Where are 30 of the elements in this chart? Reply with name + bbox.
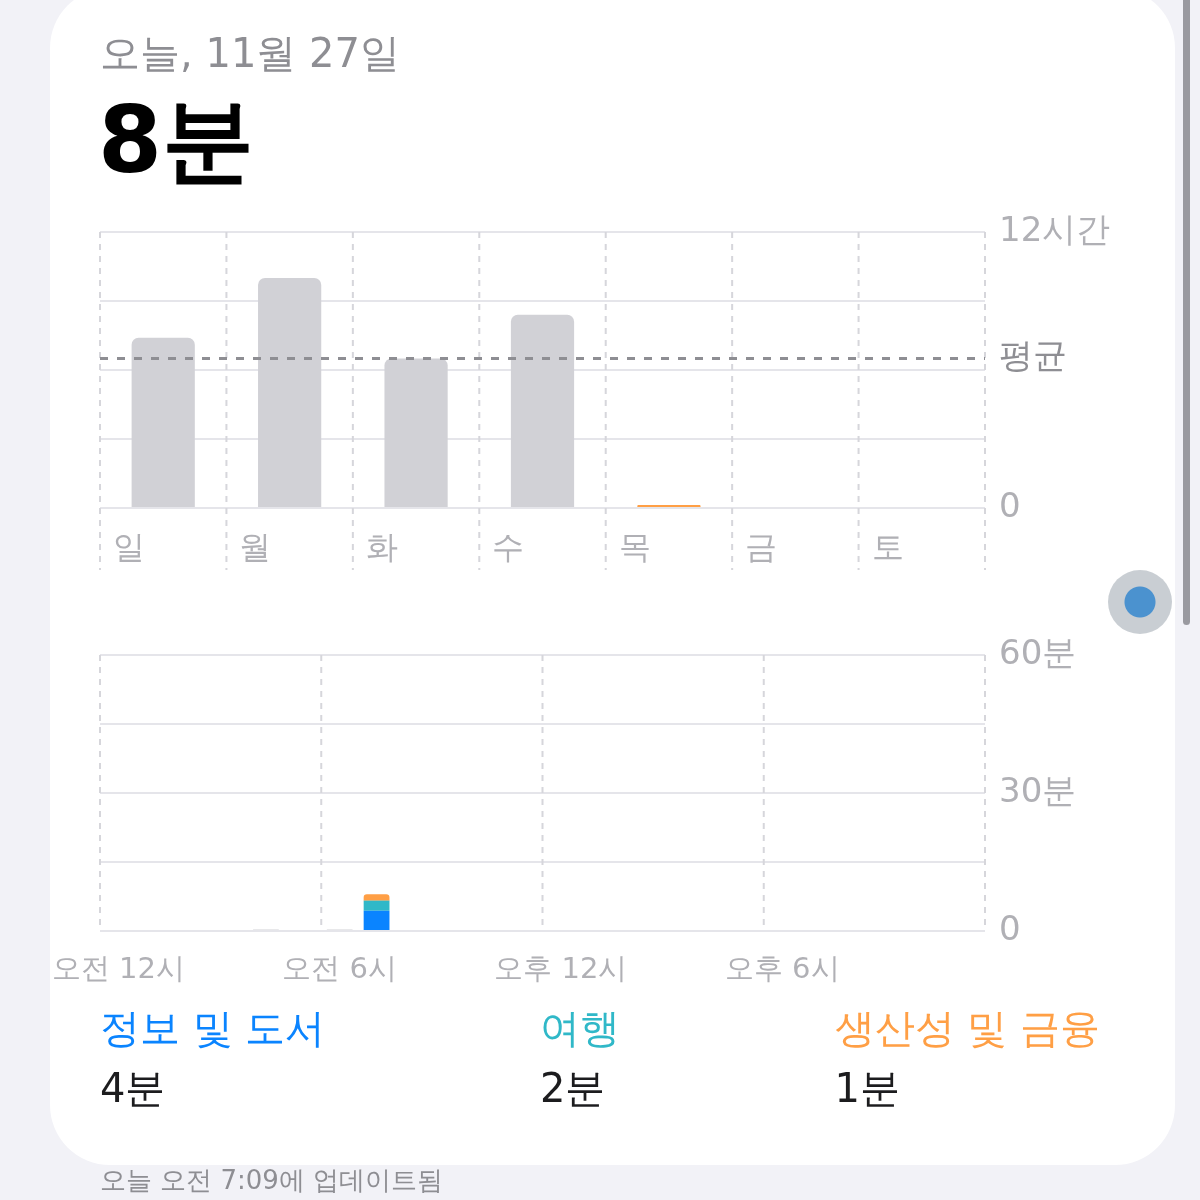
- x-tick-label: 토: [871, 527, 904, 566]
- text: 4분: [100, 1065, 167, 1111]
- text: 1분: [834, 1065, 901, 1111]
- x-tick-label: 오후 6시: [724, 950, 840, 985]
- x-tick-label: 일: [113, 527, 145, 566]
- y-tick-label: 0: [999, 484, 1021, 525]
- y-tick-label: 0: [999, 907, 1021, 948]
- text: 정보 및 도서: [100, 1005, 326, 1051]
- x-tick-label: 오전 6시: [282, 950, 398, 985]
- x-tick-label: 금: [745, 527, 778, 566]
- x-tick-label: 월: [239, 527, 272, 566]
- x-tick-label: 수: [492, 527, 525, 566]
- y-tick-label: 12시간: [999, 208, 1111, 249]
- text: 여행: [540, 1005, 620, 1051]
- chart-title: 오늘, 11월 27일: [100, 30, 400, 76]
- x-tick-label: 오후 12시: [494, 950, 628, 985]
- bar: [258, 278, 322, 507]
- x-tick-label: 목: [618, 527, 651, 566]
- text: 오늘 오전 7:09에 업데이트됨: [100, 1165, 444, 1196]
- chart-subtitle: 8분: [98, 87, 255, 194]
- text: 생산성 및 금융: [834, 1005, 1100, 1051]
- bar: [131, 337, 195, 507]
- x-tick-label: 화: [365, 527, 398, 566]
- bar: [510, 314, 575, 507]
- x-tick-label: 오전 12시: [51, 950, 185, 985]
- y-tick-label: 30분: [999, 769, 1077, 810]
- bar: [384, 358, 448, 507]
- text: 2분: [540, 1065, 607, 1111]
- y-tick-label: 60분: [999, 631, 1077, 672]
- ref-line-label: 평균: [999, 335, 1067, 376]
